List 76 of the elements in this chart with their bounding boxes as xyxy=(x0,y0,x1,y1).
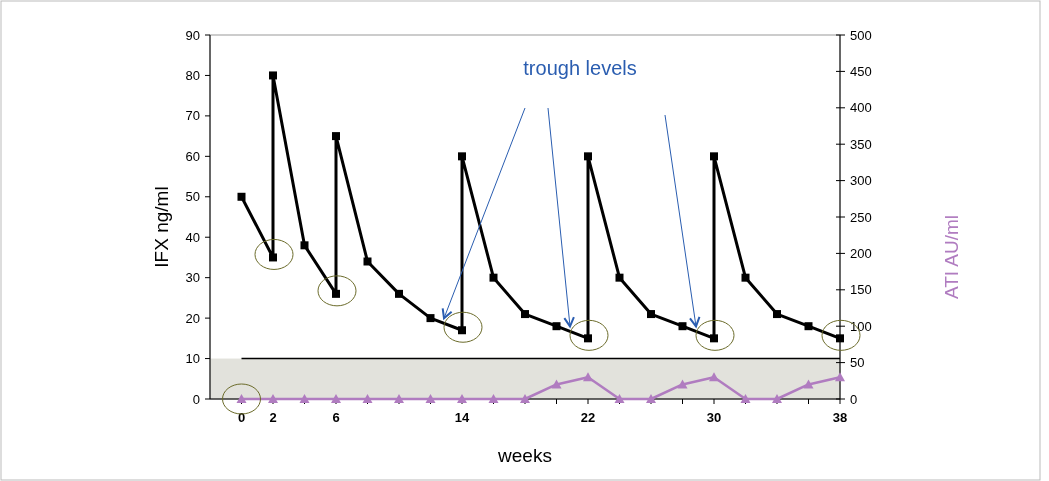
x-tick-label: 38 xyxy=(832,409,848,425)
point xyxy=(363,257,372,266)
y2-tick-label: 500 xyxy=(850,27,872,43)
y-axis-title: IFX ng/ml xyxy=(151,186,172,268)
point xyxy=(710,334,718,343)
point xyxy=(804,322,813,331)
point xyxy=(332,289,340,298)
point xyxy=(488,394,499,403)
y2-tick-label: 200 xyxy=(850,245,872,261)
y-tick-label: 10 xyxy=(185,351,200,367)
y2-tick-label: 0 xyxy=(850,391,858,407)
y-tick-label: 90 xyxy=(185,27,200,43)
point xyxy=(678,322,687,331)
point xyxy=(836,334,844,343)
y-tick-label: 40 xyxy=(185,229,200,245)
point xyxy=(425,394,436,403)
x-tick-label: 30 xyxy=(706,409,722,425)
y-tick-label: 80 xyxy=(185,67,200,83)
point xyxy=(741,273,750,282)
point xyxy=(394,394,404,403)
point xyxy=(772,394,782,403)
y-tick-label: 70 xyxy=(185,108,200,124)
x-tick-label: 2 xyxy=(269,409,277,425)
point xyxy=(677,379,688,389)
point xyxy=(332,132,340,141)
point xyxy=(835,372,845,382)
point xyxy=(268,394,278,403)
y2-tick-label: 150 xyxy=(850,282,872,298)
y2-tick-label: 350 xyxy=(850,136,872,152)
x-tick-label: 14 xyxy=(454,409,470,425)
point xyxy=(614,394,625,403)
point xyxy=(395,289,403,298)
point xyxy=(647,310,655,319)
y-tick-label: 20 xyxy=(185,310,200,326)
y-tick-label: 30 xyxy=(185,270,200,286)
point xyxy=(646,394,656,403)
point xyxy=(489,273,498,282)
point xyxy=(458,152,466,161)
x-axis-title: weeks xyxy=(497,445,552,466)
point xyxy=(299,394,310,403)
y2-tick-label: 450 xyxy=(850,63,872,79)
point xyxy=(551,379,562,389)
y-tick-label: 0 xyxy=(192,391,200,407)
y2-tick-label: 50 xyxy=(850,355,865,371)
point xyxy=(740,394,751,403)
y2-tick-label: 250 xyxy=(850,209,872,225)
y2-tick-label: 100 xyxy=(850,318,872,334)
point xyxy=(331,394,341,403)
y2-tick-label: 400 xyxy=(850,100,872,116)
point xyxy=(584,152,592,161)
point xyxy=(710,152,718,161)
point xyxy=(709,372,719,382)
point xyxy=(300,241,309,250)
point xyxy=(773,310,781,319)
point xyxy=(520,394,530,403)
point xyxy=(237,192,246,201)
y-tick-label: 60 xyxy=(185,148,200,164)
point xyxy=(269,253,277,262)
y2-axis-title: ATI AU/ml xyxy=(941,214,962,300)
point xyxy=(552,322,561,331)
point xyxy=(457,394,467,403)
point xyxy=(269,71,277,80)
point xyxy=(584,334,592,343)
y2-tick-label: 300 xyxy=(850,173,872,189)
point xyxy=(362,394,373,403)
point xyxy=(426,314,435,323)
point xyxy=(583,372,593,382)
x-tick-label: 0 xyxy=(237,409,246,425)
point xyxy=(803,379,814,389)
x-tick-label: 22 xyxy=(580,409,596,425)
y-tick-label: 50 xyxy=(185,189,200,205)
x-tick-label: 6 xyxy=(332,409,340,425)
point xyxy=(615,273,624,282)
point xyxy=(458,326,466,335)
point xyxy=(521,310,529,319)
annotation: trough levels xyxy=(523,57,637,79)
